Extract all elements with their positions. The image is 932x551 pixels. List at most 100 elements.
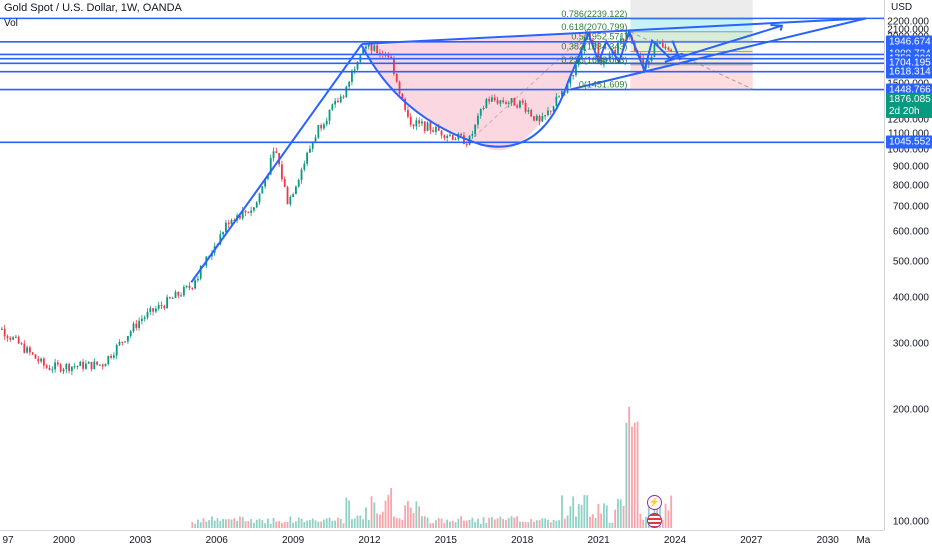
- candle: [412, 124, 415, 127]
- candle: [42, 358, 45, 366]
- candle: [110, 355, 112, 358]
- volume-bar: [586, 495, 589, 528]
- candle: [485, 99, 488, 109]
- price-level-tag: 1045.552: [886, 135, 932, 149]
- fib-label: 0.5(1952.571): [571, 31, 627, 41]
- volume-bar: [491, 517, 493, 528]
- candle: [129, 331, 132, 336]
- time-tick-label: 2027: [740, 535, 763, 546]
- volume-label[interactable]: Vol: [4, 18, 18, 29]
- candle: [261, 186, 264, 194]
- candle: [454, 139, 457, 141]
- candle: [544, 115, 547, 117]
- handle-path: [587, 28, 683, 74]
- time-tick-label: 97: [2, 535, 14, 546]
- candle: [449, 134, 451, 136]
- volume-bar: [295, 521, 297, 528]
- volume-bar: [353, 518, 356, 528]
- candle: [465, 144, 468, 146]
- candle: [227, 222, 230, 225]
- fib-label: 0.382(1834.343): [561, 41, 627, 51]
- candle: [54, 362, 56, 370]
- candle: [379, 52, 381, 54]
- price-tick-label: 400.000: [892, 292, 929, 304]
- volume-bar: [463, 520, 465, 528]
- volume-bar: [412, 512, 415, 528]
- candle: [149, 308, 152, 312]
- candle: [183, 286, 185, 296]
- candle: [300, 169, 303, 181]
- volume-bar: [376, 513, 379, 528]
- volume-bar: [227, 519, 230, 528]
- time-axis[interactable]: 97 2000 2003 2006 2009 2012 2015 2018 2021 2024 20…: [0, 530, 884, 551]
- candle: [26, 347, 28, 353]
- candle: [269, 158, 272, 175]
- candle: [82, 361, 84, 369]
- candle: [572, 75, 575, 77]
- price-tick-label: 2100.000: [887, 24, 929, 36]
- price-chart[interactable]: 0.786(2239.122) 0.618(2070.799)0.5(1952.5…: [0, 0, 884, 530]
- volume-bar: [479, 523, 482, 528]
- candle: [104, 364, 107, 367]
- volume-bar: [281, 522, 283, 528]
- candle: [356, 61, 359, 70]
- price-axis[interactable]: USD 2200.0002100.0002000.0001900.0001800…: [884, 0, 932, 530]
- volume-bar: [488, 517, 491, 528]
- candle: [421, 121, 423, 124]
- candle: [275, 151, 278, 154]
- volume-bar: [197, 519, 199, 528]
- candle: [174, 291, 177, 298]
- volume-bar: [524, 522, 527, 528]
- candle: [62, 369, 65, 372]
- volume-bar: [328, 517, 331, 528]
- chart-area[interactable]: 0.786(2239.122) 0.618(2070.799) 0.5(1952.5…: [0, 0, 884, 530]
- volume-bar: [317, 521, 320, 528]
- volume-bar: [460, 516, 463, 528]
- candle: [376, 45, 379, 53]
- volume-bar: [608, 522, 611, 528]
- volume-bar: [426, 517, 429, 528]
- volume-bar: [373, 502, 376, 528]
- lightning-icon[interactable]: ⚡: [647, 495, 662, 510]
- volume-bar: [451, 520, 454, 528]
- candle: [258, 193, 261, 203]
- candle: [70, 366, 73, 372]
- candle: [488, 99, 491, 102]
- volume-bar: [379, 514, 381, 528]
- volume-bar: [538, 520, 541, 528]
- volume-bar: [275, 521, 278, 528]
- candle: [622, 38, 625, 43]
- volume-bar: [432, 523, 435, 528]
- volume-bar: [216, 518, 219, 528]
- us-flag-icon[interactable]: [647, 513, 662, 528]
- volume-bar: [605, 505, 608, 528]
- candle: [661, 42, 664, 47]
- volume-bar: [449, 521, 451, 528]
- candle: [491, 97, 493, 102]
- candle: [40, 358, 42, 362]
- candle: [443, 135, 446, 138]
- volume-bar: [530, 519, 533, 528]
- fib-zone-top: [630, 0, 753, 20]
- price-tick-label: 1200.000: [887, 114, 929, 126]
- candle: [309, 148, 311, 153]
- volume-bar: [563, 518, 566, 528]
- axis-unit: USD: [891, 2, 913, 13]
- candle: [670, 49, 673, 52]
- volume-bar: [583, 494, 586, 528]
- volume-bar: [471, 517, 474, 528]
- volume-bar: [633, 422, 636, 528]
- volume-bar: [656, 497, 659, 528]
- candle: [474, 124, 477, 135]
- candle: [297, 180, 300, 187]
- volume-bar: [253, 522, 255, 528]
- price-tick-label: 300.000: [892, 338, 929, 350]
- volume-bar: [569, 506, 572, 528]
- symbol-title[interactable]: Gold Spot / U.S. Dollar, 1W, OANDA: [4, 2, 182, 14]
- candle: [68, 364, 70, 372]
- volume-bar: [600, 513, 603, 528]
- candle: [407, 109, 409, 117]
- candle: [393, 58, 395, 74]
- candle: [143, 317, 146, 319]
- price-tick-label: 500.000: [892, 256, 929, 268]
